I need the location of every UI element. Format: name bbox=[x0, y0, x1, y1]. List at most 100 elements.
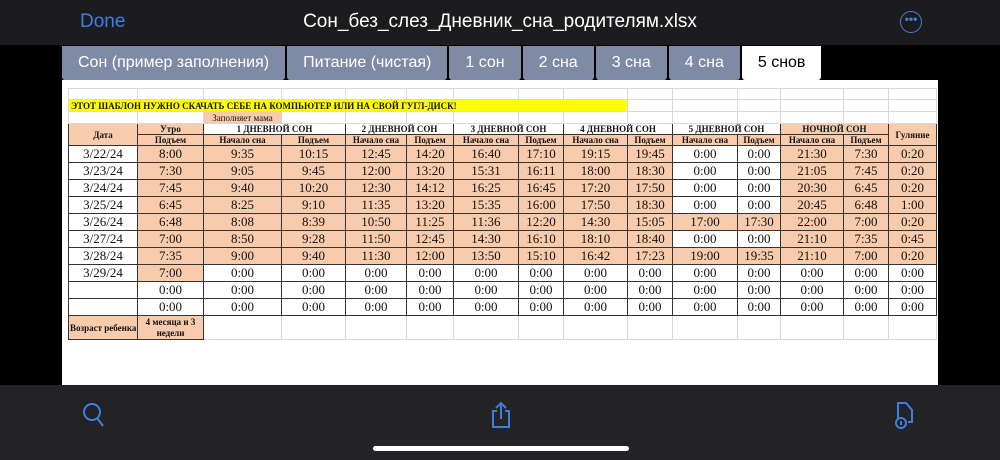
time-cell[interactable]: 0:20 bbox=[888, 247, 937, 265]
time-cell[interactable]: 12:20 bbox=[518, 213, 564, 231]
empty-cell[interactable] bbox=[888, 99, 937, 112]
time-cell[interactable]: 0:00 bbox=[672, 145, 738, 163]
time-cell[interactable]: 0:00 bbox=[453, 298, 519, 316]
time-cell[interactable]: 17:23 bbox=[627, 247, 673, 265]
time-cell[interactable]: 12:45 bbox=[345, 145, 407, 163]
time-cell[interactable]: 13:20 bbox=[406, 196, 454, 214]
header-nap4[interactable]: 4 ДНЕВНОЙ СОН bbox=[563, 123, 673, 135]
empty-cell[interactable] bbox=[518, 111, 564, 124]
time-cell[interactable]: 0:00 bbox=[281, 264, 346, 282]
empty-cell[interactable] bbox=[281, 88, 346, 100]
empty-cell[interactable] bbox=[453, 111, 519, 124]
time-cell[interactable]: 19:45 bbox=[627, 145, 673, 163]
time-cell[interactable]: 9:45 bbox=[281, 162, 346, 180]
done-button[interactable]: Done bbox=[80, 11, 126, 32]
time-cell[interactable]: 0:00 bbox=[203, 264, 282, 282]
time-cell[interactable]: 0:00 bbox=[281, 298, 346, 316]
empty-cell[interactable] bbox=[888, 315, 937, 340]
tab-2[interactable]: Питание (чистая) bbox=[287, 46, 448, 80]
time-cell[interactable]: 14:30 bbox=[453, 230, 519, 248]
note-cell[interactable]: Заполняет мама bbox=[203, 111, 282, 124]
ellipsis-circle-icon[interactable]: ••• bbox=[900, 11, 922, 33]
time-cell[interactable]: 0:00 bbox=[518, 298, 564, 316]
empty-cell[interactable] bbox=[563, 111, 628, 124]
empty-cell[interactable] bbox=[518, 88, 564, 100]
time-cell[interactable]: 11:30 bbox=[345, 247, 407, 265]
time-cell[interactable]: 0:00 bbox=[672, 196, 738, 214]
time-cell[interactable]: 7:00 bbox=[137, 230, 204, 248]
time-cell[interactable]: 0:20 bbox=[888, 179, 937, 197]
empty-cell[interactable] bbox=[563, 88, 628, 100]
tab-7[interactable]: 5 снов bbox=[741, 46, 822, 80]
subheader[interactable]: Начало сна bbox=[563, 134, 628, 146]
time-cell[interactable]: 11:36 bbox=[453, 213, 519, 231]
subheader[interactable]: Начало сна bbox=[345, 134, 407, 146]
empty-cell[interactable] bbox=[137, 88, 204, 100]
document-markup-icon[interactable] bbox=[893, 401, 915, 431]
time-cell[interactable]: 20:45 bbox=[780, 196, 844, 214]
empty-cell[interactable] bbox=[627, 99, 673, 112]
time-cell[interactable]: 17:00 bbox=[672, 213, 738, 231]
time-cell[interactable]: 0:00 bbox=[137, 281, 204, 299]
time-cell[interactable]: 13:20 bbox=[406, 162, 454, 180]
time-cell[interactable]: 9:40 bbox=[203, 179, 282, 197]
subheader[interactable]: Подъем bbox=[843, 134, 889, 146]
time-cell[interactable]: 12:00 bbox=[406, 247, 454, 265]
time-cell[interactable]: 8:39 bbox=[281, 213, 346, 231]
time-cell[interactable]: 12:30 bbox=[345, 179, 407, 197]
time-cell[interactable]: 15:05 bbox=[627, 213, 673, 231]
time-cell[interactable]: 7:00 bbox=[137, 264, 204, 282]
time-cell[interactable]: 8:50 bbox=[203, 230, 282, 248]
time-cell[interactable]: 21:05 bbox=[780, 162, 844, 180]
subheader[interactable]: Подъем bbox=[737, 134, 781, 146]
empty-cell[interactable] bbox=[281, 315, 346, 340]
empty-cell[interactable] bbox=[406, 315, 454, 340]
subheader[interactable]: Начало сна bbox=[672, 134, 738, 146]
time-cell[interactable]: 9:40 bbox=[281, 247, 346, 265]
subheader[interactable]: Начало сна bbox=[203, 134, 282, 146]
time-cell[interactable]: 0:20 bbox=[888, 145, 937, 163]
time-cell[interactable]: 7:45 bbox=[137, 179, 204, 197]
time-cell[interactable]: 0:00 bbox=[737, 196, 781, 214]
header-night[interactable]: НОЧНОЙ СОН bbox=[780, 123, 889, 135]
time-cell[interactable]: 16:10 bbox=[518, 230, 564, 248]
time-cell[interactable]: 0:00 bbox=[780, 281, 844, 299]
time-cell[interactable]: 19:00 bbox=[672, 247, 738, 265]
time-cell[interactable]: 7:00 bbox=[843, 213, 889, 231]
time-cell[interactable]: 0:00 bbox=[672, 264, 738, 282]
time-cell[interactable]: 10:15 bbox=[281, 145, 346, 163]
age-value[interactable]: 4 месяца и 3 недели bbox=[137, 315, 204, 340]
empty-cell[interactable] bbox=[627, 88, 673, 100]
empty-cell[interactable] bbox=[672, 88, 738, 100]
share-icon[interactable] bbox=[490, 401, 512, 429]
time-cell[interactable]: 7:35 bbox=[843, 230, 889, 248]
time-cell[interactable]: 9:10 bbox=[281, 196, 346, 214]
time-cell[interactable]: 6:48 bbox=[137, 213, 204, 231]
time-cell[interactable]: 0:00 bbox=[627, 281, 673, 299]
time-cell[interactable]: 0:00 bbox=[737, 145, 781, 163]
empty-cell[interactable] bbox=[345, 88, 407, 100]
time-cell[interactable]: 0:00 bbox=[737, 281, 781, 299]
empty-cell[interactable] bbox=[453, 315, 519, 340]
time-cell[interactable]: 7:00 bbox=[843, 247, 889, 265]
empty-cell[interactable] bbox=[780, 111, 844, 124]
empty-cell[interactable] bbox=[137, 111, 204, 124]
time-cell[interactable]: 0:00 bbox=[345, 281, 407, 299]
tab-1[interactable]: Сон (пример заполнения) bbox=[62, 46, 286, 80]
time-cell[interactable]: 1:00 bbox=[888, 196, 937, 214]
empty-cell[interactable] bbox=[203, 315, 282, 340]
empty-cell[interactable] bbox=[563, 315, 628, 340]
empty-cell[interactable] bbox=[780, 99, 844, 112]
time-cell[interactable]: 0:00 bbox=[737, 298, 781, 316]
time-cell[interactable]: 7:35 bbox=[137, 247, 204, 265]
subheader[interactable]: Подъем bbox=[518, 134, 564, 146]
time-cell[interactable]: 0:00 bbox=[888, 281, 937, 299]
date-cell[interactable]: 3/25/24 bbox=[68, 196, 138, 214]
empty-cell[interactable] bbox=[843, 99, 889, 112]
time-cell[interactable]: 22:00 bbox=[780, 213, 844, 231]
time-cell[interactable]: 0:00 bbox=[780, 298, 844, 316]
time-cell[interactable]: 6:45 bbox=[137, 196, 204, 214]
header-nap2[interactable]: 2 ДНЕВНОЙ СОН bbox=[345, 123, 454, 135]
time-cell[interactable]: 0:00 bbox=[672, 298, 738, 316]
time-cell[interactable]: 0:00 bbox=[563, 264, 628, 282]
